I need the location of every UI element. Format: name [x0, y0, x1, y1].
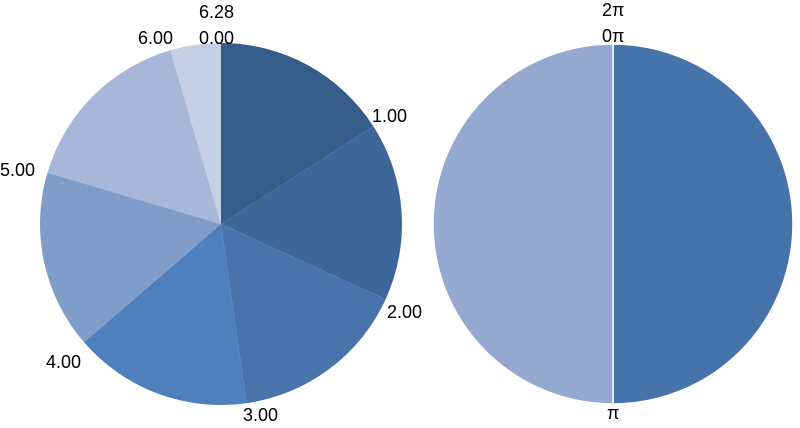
pie-chart-left [40, 43, 402, 406]
pie-chart-right [432, 43, 794, 405]
left-label-0-00: 0.00 [199, 28, 234, 48]
left-label-3-00: 3.00 [243, 405, 278, 425]
pie-left-slice-0 [221, 43, 374, 224]
left-label-6-00: 6.00 [138, 28, 173, 48]
pie-right-slice-1 [432, 43, 614, 405]
right-label-0pi: 0π [602, 26, 624, 46]
pie-left-slice-4 [40, 172, 222, 343]
left-label-2-00: 2.00 [387, 302, 422, 322]
right-label-2pi: 2π [602, 0, 624, 20]
pie-left-slice-3 [84, 224, 247, 406]
pie-left-slice-5 [47, 50, 221, 225]
left-label-4-00: 4.00 [46, 352, 81, 372]
left-label-5-00: 5.00 [0, 160, 35, 180]
pie-left-slice-2 [221, 224, 386, 404]
pie-left-slice-1 [221, 126, 402, 300]
pie-left-slice-6 [170, 43, 221, 224]
right-label-pi: π [607, 403, 619, 423]
pie-right-slice-0 [612, 43, 794, 405]
left-label-1-00: 1.00 [372, 106, 407, 126]
left-label-6-28: 6.28 [199, 2, 234, 22]
